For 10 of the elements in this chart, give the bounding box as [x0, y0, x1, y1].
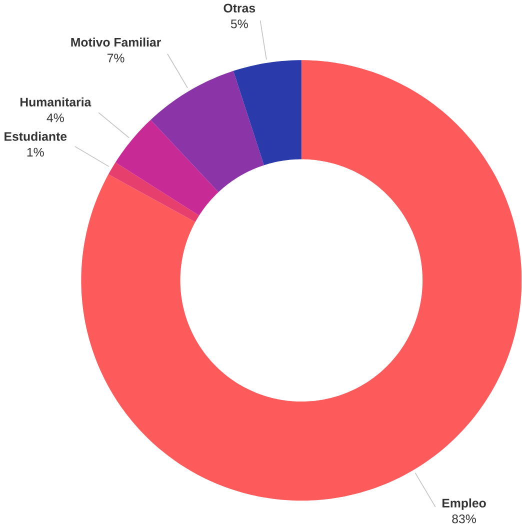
data-label: 5%: [231, 20, 248, 28]
slice-label: Empleo: [442, 498, 486, 510]
data-label: 7%: [108, 54, 124, 62]
slice-label: Estudiante: [4, 132, 67, 141]
data-label: 83%: [452, 514, 476, 524]
slice-label: Humanitaria: [20, 97, 92, 106]
data-label: 4%: [46, 114, 64, 122]
slice-label: Motivo Familiar: [71, 38, 162, 47]
data-label: 1%: [28, 148, 44, 157]
slice-label: Otras: [224, 4, 256, 13]
